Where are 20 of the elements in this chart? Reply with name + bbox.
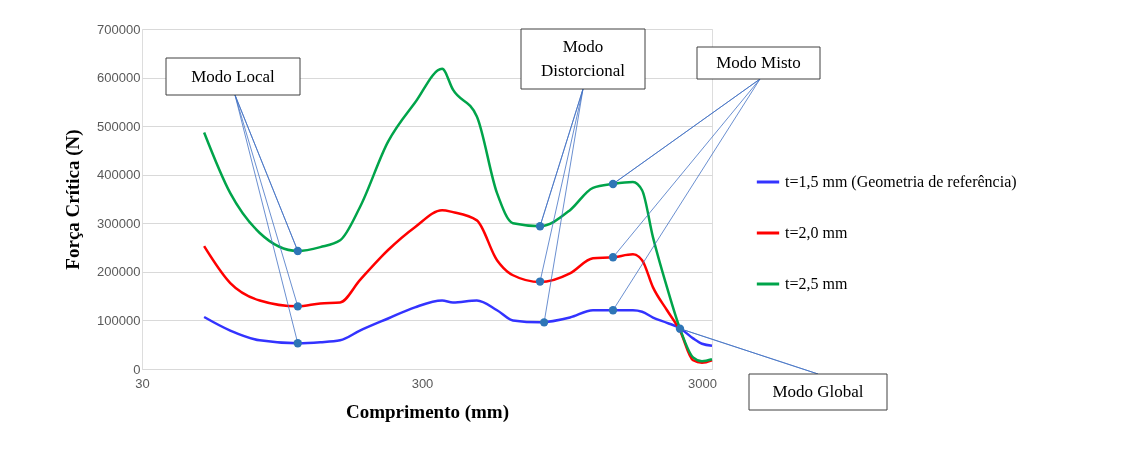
x-tick-label: 30 bbox=[135, 375, 150, 391]
y-tick-label: 600000 bbox=[97, 70, 141, 86]
y-tick-label: 100000 bbox=[97, 312, 141, 328]
y-tick-label: 500000 bbox=[97, 118, 141, 134]
legend-label: t=2,5 mm bbox=[785, 275, 848, 292]
annotation: Modo Global bbox=[772, 382, 864, 401]
y-tick-label: 200000 bbox=[97, 264, 141, 280]
x-axis-title: Comprimento (mm) bbox=[345, 400, 510, 423]
y-tick-label: 300000 bbox=[97, 215, 141, 231]
legend-label: t=1,5 mm (Geometria de referência) bbox=[785, 173, 1017, 191]
legend-label: t=2,0 mm bbox=[785, 224, 848, 241]
y-tick-label: 0 bbox=[133, 361, 141, 377]
annotation: Modo Misto bbox=[716, 53, 801, 72]
x-tick-label: 300 bbox=[411, 375, 434, 391]
annotation: Modo Local bbox=[191, 66, 276, 86]
y-axis-title: Força Crítica (N) bbox=[62, 129, 85, 270]
y-tick-label: 400000 bbox=[97, 167, 141, 183]
x-tick-label: 3000 bbox=[688, 375, 717, 391]
annotation: Modo Distorcional bbox=[540, 37, 626, 80]
y-tick-label: 700000 bbox=[97, 21, 141, 37]
